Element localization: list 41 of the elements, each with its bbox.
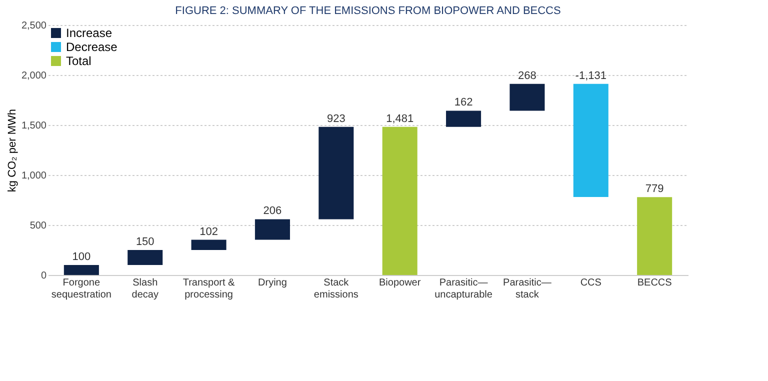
data-label: 162: [454, 96, 473, 109]
data-label: 1,481: [386, 112, 414, 125]
x-tick-label: Parasitic— uncapturable: [434, 278, 493, 300]
chart-title: FIGURE 2: SUMMARY OF THE EMISSIONS FROM BIOPOWER AND BECCS: [175, 5, 561, 17]
data-label: 102: [200, 226, 218, 238]
bar: [446, 110, 482, 127]
data-label: 779: [645, 183, 664, 196]
data-label: 206: [263, 205, 282, 218]
bar: [128, 250, 163, 265]
x-tick-label: CCS: [580, 278, 602, 288]
x-tick-label: Transport & processing: [182, 278, 236, 300]
x-tick-label: Stack emissions: [314, 278, 358, 300]
x-tick-label: BECCS: [637, 278, 672, 288]
y-tick-label: 1,500: [21, 120, 47, 132]
y-tick-label: 500: [30, 220, 47, 232]
y-axis-title: kg CO₂ per MWh: [6, 108, 18, 192]
x-tick-label: Forgone sequestration: [51, 278, 112, 300]
x-tick-label: Biopower: [378, 278, 422, 288]
data-label: 100: [72, 251, 91, 263]
legend-label: Total: [66, 54, 92, 68]
bar: [573, 84, 608, 197]
y-tick-label: 2,500: [21, 20, 47, 32]
bar: [64, 265, 99, 275]
data-label: 268: [518, 70, 536, 82]
bar: [382, 126, 418, 275]
legend-label: Decrease: [66, 40, 118, 54]
data-label: 923: [326, 112, 346, 125]
x-tick-label: Parasitic— stack: [503, 278, 552, 300]
y-tick-label: 0: [40, 270, 47, 282]
data-label: -1,131: [575, 70, 606, 82]
legend-label: Increase: [66, 26, 112, 40]
bar: [637, 197, 672, 275]
y-tick-label: 2,000: [21, 70, 47, 82]
bar: [510, 84, 545, 111]
y-tick-label: 1,000: [21, 170, 47, 182]
bar: [318, 126, 354, 220]
data-label: 150: [136, 236, 154, 248]
bar: [191, 240, 226, 250]
x-tick-label: Slash decay: [132, 278, 158, 300]
x-tick-label: Drying: [258, 278, 287, 288]
bar: [254, 219, 290, 240]
